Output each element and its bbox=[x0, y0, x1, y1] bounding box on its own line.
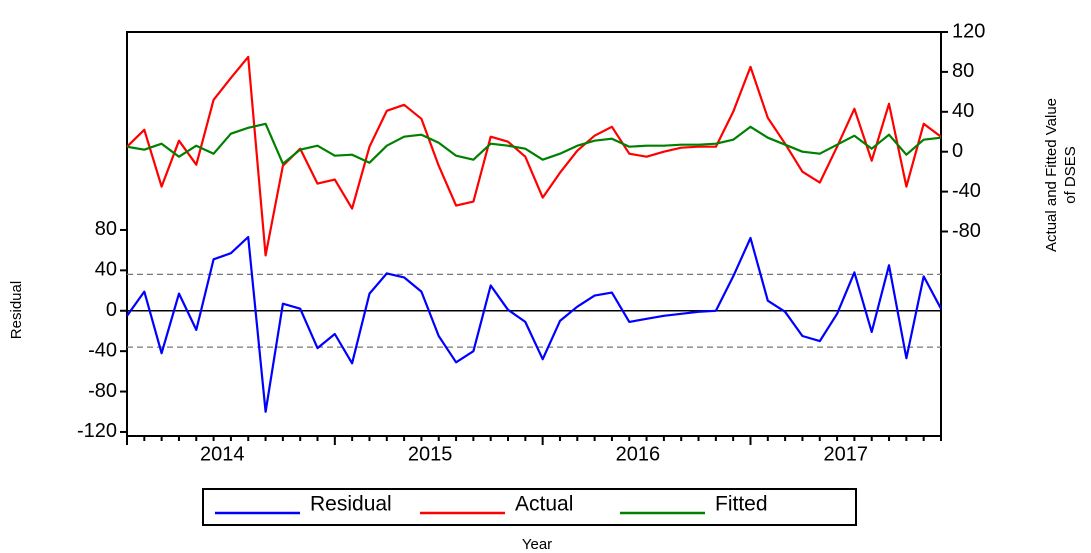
y-tick-label: 0 bbox=[106, 299, 117, 321]
legend-label: Actual bbox=[515, 493, 573, 516]
legend-label: Fitted bbox=[715, 493, 768, 516]
x-axis-title: Year bbox=[522, 536, 552, 553]
y-tick-label: 80 bbox=[95, 218, 117, 240]
y-tick-label: 40 bbox=[95, 259, 117, 281]
series-line bbox=[126, 55, 942, 257]
legend-label: Residual bbox=[310, 493, 392, 516]
y-tick-label: -40 bbox=[88, 339, 117, 361]
y-axis-title: Residual bbox=[8, 281, 25, 339]
series-line bbox=[126, 122, 942, 165]
y-tick-label: -120 bbox=[77, 420, 117, 442]
y-tick-label: -80 bbox=[88, 380, 117, 402]
y2-tick-label: 80 bbox=[952, 60, 974, 82]
y2-tick-label: 0 bbox=[952, 140, 963, 162]
plot-frame bbox=[126, 31, 942, 437]
y2-tick-label: 120 bbox=[952, 20, 985, 42]
series-line bbox=[126, 235, 942, 413]
y2-axis-title: Actual and Fitted Value bbox=[1043, 98, 1060, 252]
legend-box bbox=[202, 488, 857, 526]
x-tick-label: 2014 bbox=[200, 443, 245, 465]
y2-tick-label: 40 bbox=[952, 100, 974, 122]
x-tick-label: 2015 bbox=[408, 443, 453, 465]
y2-axis-title: of DSES bbox=[1062, 146, 1079, 204]
y2-tick-label: -80 bbox=[952, 220, 981, 242]
x-tick-label: 2017 bbox=[823, 443, 868, 465]
y2-tick-label: -40 bbox=[952, 180, 981, 202]
x-tick-label: 2016 bbox=[616, 443, 661, 465]
